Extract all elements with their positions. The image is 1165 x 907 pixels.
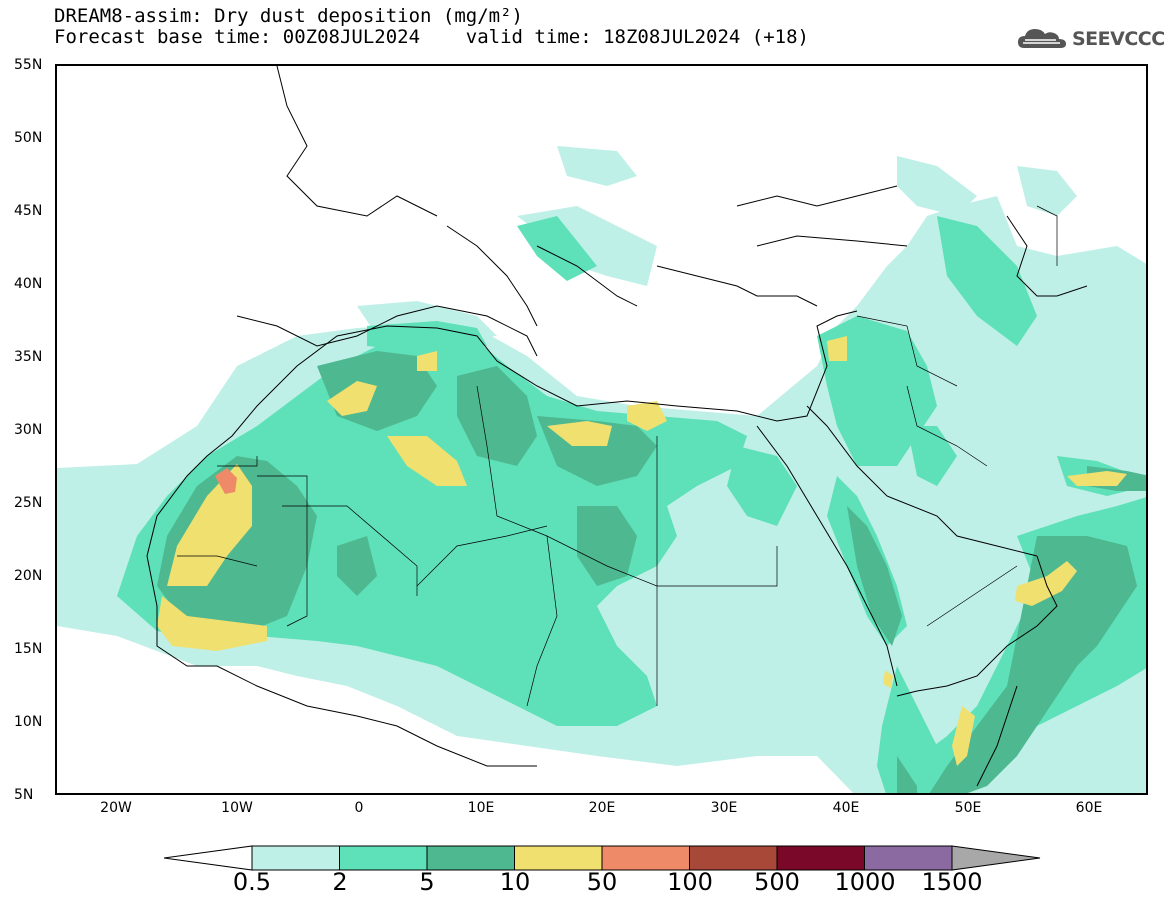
- lat-label-30n: 30N: [14, 422, 43, 438]
- legend-label-100: 100: [667, 868, 713, 896]
- colorbar: [164, 845, 1041, 871]
- dust-deposition-map: [57, 66, 1146, 793]
- colorbar-high-arrow: [951, 845, 1041, 871]
- lon-label-50e: 50E: [954, 800, 982, 816]
- lon-label-60e: 60E: [1075, 800, 1103, 816]
- lat-label-55n: 55N: [14, 57, 43, 73]
- map-panel: [55, 64, 1148, 795]
- legend-label-1000: 1000: [834, 868, 896, 896]
- lat-label-10n: 10N: [14, 714, 43, 730]
- legend-label-500: 500: [754, 868, 800, 896]
- coastlines: [146, 66, 1088, 787]
- legend-label-50: 50: [586, 868, 618, 896]
- logo-text: SEEVCCC: [1072, 28, 1165, 50]
- lon-label-20e: 20E: [588, 800, 616, 816]
- contour-50: [215, 468, 237, 494]
- lat-label-5n: 5N: [14, 787, 34, 803]
- colorbar-swatch: [689, 845, 778, 871]
- colorbar-swatches: [251, 845, 953, 871]
- legend-label-2: 2: [332, 868, 348, 896]
- lat-label-20n: 20N: [14, 568, 43, 584]
- contour-10: [157, 336, 1127, 766]
- lon-label-0: 0: [354, 800, 364, 816]
- colorbar-swatch: [426, 845, 515, 871]
- lon-label-10e: 10E: [467, 800, 495, 816]
- colorbar-swatch: [251, 845, 340, 871]
- lon-label-40e: 40E: [832, 800, 860, 816]
- colorbar-swatch: [339, 845, 428, 871]
- legend-label-0.5: 0.5: [232, 868, 272, 896]
- country-borders: [177, 205, 1058, 707]
- lon-label-30e: 30E: [710, 800, 738, 816]
- colorbar-low-arrow: [164, 845, 253, 871]
- colorbar-swatch: [601, 845, 690, 871]
- lat-label-50n: 50N: [14, 130, 43, 146]
- lat-label-40n: 40N: [14, 276, 43, 292]
- lat-label-25n: 25N: [14, 495, 43, 511]
- lat-label-15n: 15N: [14, 641, 43, 657]
- cloud-icon: [1018, 29, 1066, 48]
- legend-label-1500: 1500: [921, 868, 983, 896]
- legend-label-5: 5: [419, 868, 435, 896]
- map-title: DREAM8-assim: Dry dust deposition (mg/m²…: [54, 5, 523, 27]
- lat-label-35n: 35N: [14, 349, 43, 365]
- lon-label-20w: 20W: [100, 800, 132, 816]
- colorbar-swatch: [514, 845, 603, 871]
- lon-label-10w: 10W: [221, 800, 253, 816]
- legend-label-10: 10: [499, 868, 531, 896]
- colorbar-swatch: [864, 845, 953, 871]
- lat-label-45n: 45N: [14, 203, 43, 219]
- forecast-times: Forecast base time: 00Z08JUL2024 valid t…: [54, 26, 809, 48]
- title-block: DREAM8-assim: Dry dust deposition (mg/m²…: [54, 6, 809, 48]
- colorbar-swatch: [776, 845, 865, 871]
- logo: SEEVCCC: [1016, 26, 1165, 52]
